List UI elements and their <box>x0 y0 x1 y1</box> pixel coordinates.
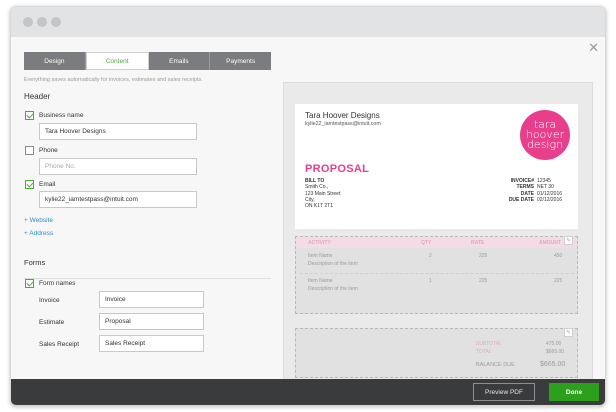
balance-due-label: BALANCE DUE <box>476 362 515 368</box>
window-titlebar <box>11 7 605 37</box>
line-item-rate: 225 <box>479 253 488 259</box>
tab-design[interactable]: Design <box>24 52 86 70</box>
autosave-hint: Everything saves automatically for invoi… <box>24 77 203 83</box>
forms-section-title: Forms <box>24 258 46 267</box>
add-address-link[interactable]: + Address <box>24 230 54 237</box>
pencil-icon[interactable]: ✎ <box>564 328 573 337</box>
preview-company-email: kylie22_iamtestpass@intuit.com <box>305 121 381 127</box>
line-item-amount: 450 <box>554 253 563 259</box>
line-item-divider <box>300 273 574 274</box>
preview-invoice-meta: INVOICE# 12345 TERMS NET 30 DATE 01/12/2016… <box>508 178 563 203</box>
preview-document-title: PROPOSAL <box>305 163 370 175</box>
business-name-checkbox[interactable] <box>25 111 34 120</box>
line-item-description: Description of the item <box>308 286 358 292</box>
invoice-form-name-input[interactable]: Invoice <box>99 291 204 308</box>
line-item-rate: 225 <box>479 278 488 284</box>
line-item-amount: 225 <box>554 278 563 284</box>
preview-totals-block[interactable]: ✎ SUBTOTAL 475.00 TOTAL $665.00 BALANCE … <box>295 328 578 378</box>
preview-pdf-button[interactable]: Preview PDF <box>473 383 535 401</box>
line-item-description: Description of the item <box>308 261 358 267</box>
estimate-form-label: Estimate <box>39 319 65 326</box>
company-logo: tara hoover design <box>520 110 570 160</box>
tab-content[interactable]: Content <box>85 52 149 70</box>
business-name-label: Business name <box>39 112 84 119</box>
preview-header-block[interactable]: Tara Hoover Designs kylie22_iamtestpass@… <box>295 104 578 229</box>
invoice-form-label: Invoice <box>39 297 60 304</box>
email-label: Email <box>39 181 56 188</box>
total-label: TOTAL <box>476 349 492 355</box>
preview-bill-to: BILL TO Smith Co., 123 Main Street City,… <box>305 178 341 210</box>
subtotal-label: SUBTOTAL <box>476 341 502 347</box>
header-section-title: Header <box>24 92 51 101</box>
email-input[interactable]: kylie22_iamtestpass@intuit.com <box>39 191 197 208</box>
pencil-icon[interactable]: ✎ <box>564 236 573 245</box>
phone-label: Phone <box>39 147 58 154</box>
line-item-qty: 2 <box>429 253 432 259</box>
editor-footer: Preview PDF Done <box>11 379 605 405</box>
window-close-dot[interactable] <box>23 17 33 27</box>
invoice-customization-window: ✕ Design Content Emails Payments Everyth… <box>10 6 606 406</box>
line-items-header: ACTIVITY QTY RATE AMOUNT <box>296 237 577 248</box>
tab-emails[interactable]: Emails <box>148 52 211 70</box>
phone-input[interactable]: Phone No. <box>39 158 197 175</box>
window-minimize-dot[interactable] <box>37 17 47 27</box>
add-website-link[interactable]: + Website <box>24 217 53 224</box>
form-names-label: Form names <box>39 280 76 287</box>
total-value: $665.00 <box>546 349 565 355</box>
section-divider <box>24 278 271 279</box>
line-item-qty: 1 <box>429 278 432 284</box>
line-item-name: Item Name <box>308 278 333 284</box>
business-name-input[interactable]: Tara Hoover Designs <box>39 123 197 140</box>
sales-receipt-form-name-input[interactable]: Sales Receipt <box>99 335 204 352</box>
form-names-checkbox[interactable] <box>25 279 34 288</box>
email-checkbox[interactable] <box>25 180 34 189</box>
preview-company-name: Tara Hoover Designs <box>305 111 380 120</box>
balance-due-value: $665.00 <box>540 361 566 368</box>
tab-payments[interactable]: Payments <box>210 52 271 70</box>
preview-line-items-block[interactable]: ACTIVITY QTY RATE AMOUNT ✎ Item Name Des… <box>295 236 578 314</box>
phone-checkbox[interactable] <box>25 146 34 155</box>
customize-tabs: Design Content Emails Payments <box>24 52 271 70</box>
close-icon[interactable]: ✕ <box>588 40 599 55</box>
done-button[interactable]: Done <box>549 383 599 401</box>
window-zoom-dot[interactable] <box>51 17 61 27</box>
subtotal-value: 475.00 <box>546 341 562 347</box>
estimate-form-name-input[interactable]: Proposal <box>99 313 204 330</box>
line-item-name: Item Name <box>308 253 333 259</box>
sales-receipt-form-label: Sales Receipt <box>39 341 80 348</box>
